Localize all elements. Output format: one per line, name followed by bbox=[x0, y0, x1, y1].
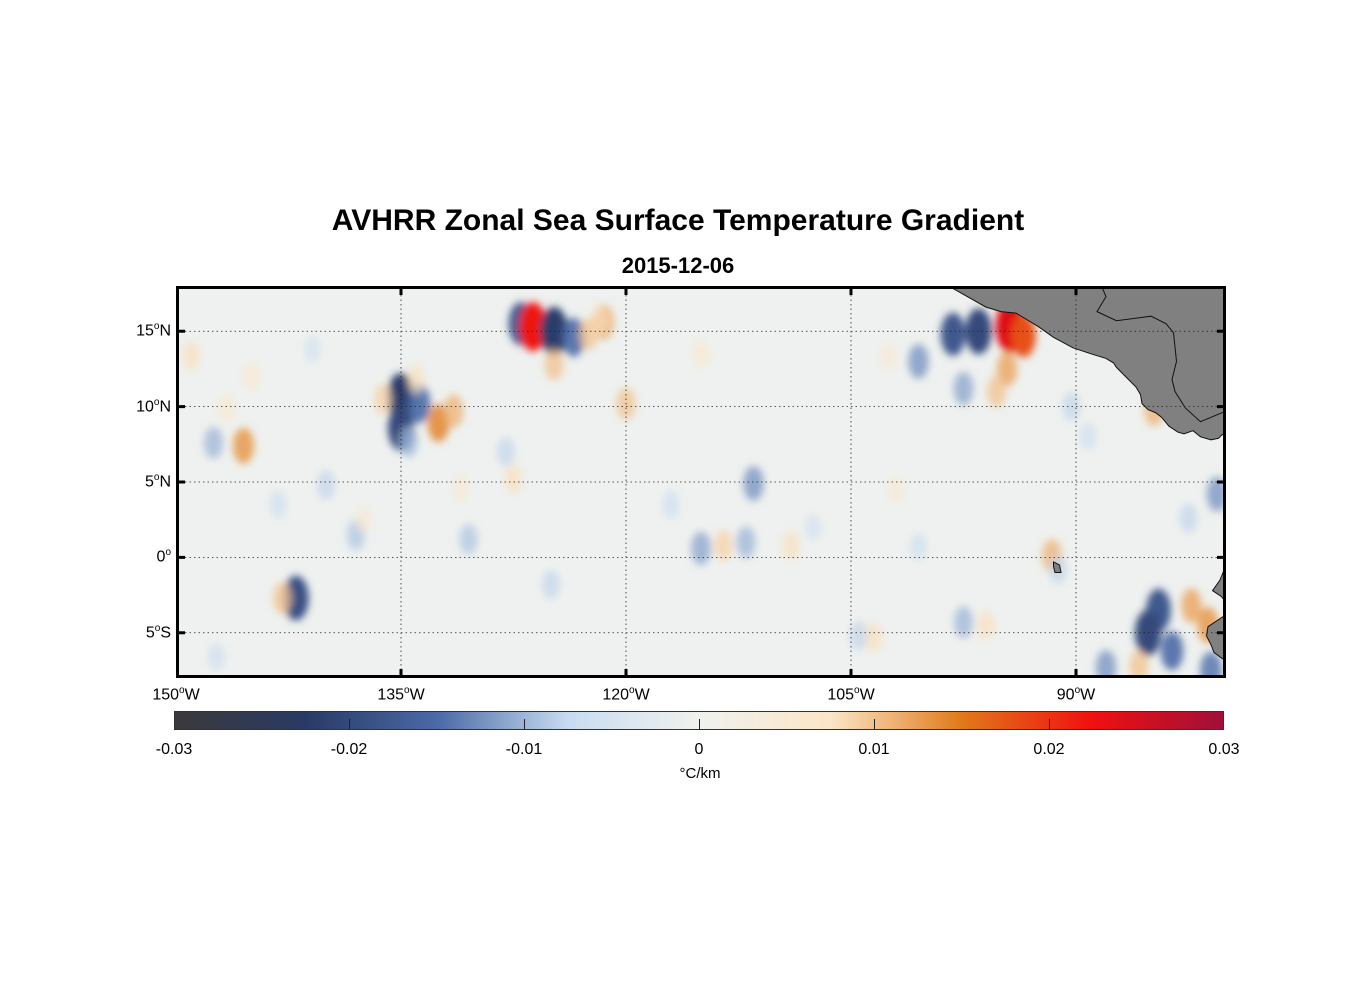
positive-gradient-patch bbox=[373, 383, 393, 415]
land-mass bbox=[947, 286, 1226, 441]
negative-gradient-patch bbox=[1206, 476, 1226, 512]
negative-gradient-patch bbox=[1160, 631, 1184, 671]
negative-gradient-patch bbox=[497, 437, 515, 467]
negative-gradient-patch bbox=[283, 575, 309, 621]
colorbar-tick-mark bbox=[874, 719, 875, 729]
negative-gradient-patch bbox=[1079, 422, 1097, 451]
positive-gradient-patch bbox=[443, 394, 464, 428]
chart-title: AVHRR Zonal Sea Surface Temperature Grad… bbox=[331, 204, 1025, 237]
positive-gradient-patch bbox=[504, 464, 523, 494]
colorbar-tick-label: 0.01 bbox=[858, 741, 890, 758]
positive-gradient-patch bbox=[987, 375, 1006, 408]
negative-gradient-patch bbox=[1179, 503, 1198, 533]
negative-gradient-patch bbox=[805, 514, 822, 541]
chart-subtitle: 2015-12-06 bbox=[621, 253, 735, 278]
colorbar-tick-label: -0.03 bbox=[155, 741, 193, 758]
negative-gradient-patch bbox=[542, 569, 560, 600]
land-mass bbox=[1211, 564, 1226, 604]
longitude-label: 150oW bbox=[152, 685, 200, 704]
negative-gradient-patch bbox=[940, 312, 966, 356]
negative-gradient-patch bbox=[204, 426, 223, 459]
gradient-field bbox=[182, 292, 1226, 678]
positive-gradient-patch bbox=[864, 622, 883, 652]
map-frame bbox=[176, 286, 1226, 678]
positive-gradient-patch bbox=[1181, 588, 1202, 624]
negative-gradient-patch bbox=[304, 336, 321, 363]
island bbox=[1053, 561, 1062, 573]
negative-gradient-patch bbox=[910, 532, 927, 561]
negative-gradient-patch bbox=[317, 470, 335, 500]
land-mass bbox=[1205, 614, 1226, 663]
positive-gradient-patch bbox=[452, 474, 470, 502]
positive-gradient-patch bbox=[782, 530, 800, 560]
latitude-label: 0o bbox=[156, 547, 171, 566]
colorbar-tick-mark bbox=[524, 719, 525, 729]
positive-gradient-patch bbox=[519, 302, 547, 352]
negative-gradient-patch bbox=[399, 425, 418, 458]
negative-gradient-patch bbox=[662, 490, 680, 519]
positive-gradient-patch bbox=[692, 339, 710, 368]
positive-gradient-patch bbox=[273, 582, 292, 615]
positive-gradient-patch bbox=[544, 348, 564, 381]
positive-gradient-patch bbox=[218, 394, 236, 423]
latitude-label: 15oN bbox=[136, 321, 171, 340]
negative-gradient-patch bbox=[1200, 651, 1222, 678]
sst-gradient-map bbox=[176, 286, 1226, 678]
negative-gradient-patch bbox=[459, 523, 478, 555]
latitude-label: 5oS bbox=[145, 622, 171, 642]
positive-gradient-patch bbox=[182, 340, 200, 370]
negative-gradient-patch bbox=[954, 606, 973, 639]
negative-gradient-patch bbox=[908, 343, 929, 379]
colorbar-unit: °C/km bbox=[679, 765, 721, 782]
colorbar-tick-label: 0.02 bbox=[1033, 741, 1065, 758]
positive-gradient-patch bbox=[714, 530, 733, 561]
positive-gradient-patch bbox=[355, 506, 372, 533]
positive-gradient-patch bbox=[407, 364, 425, 395]
colorbar-tick-label: -0.01 bbox=[505, 741, 543, 758]
negative-gradient-patch bbox=[269, 490, 287, 519]
negative-gradient-patch bbox=[736, 526, 756, 559]
positive-gradient-patch bbox=[977, 610, 995, 640]
positive-gradient-patch bbox=[591, 306, 610, 336]
colorbar-tick-mark bbox=[699, 719, 700, 729]
colorbar-tick-label: 0.03 bbox=[1208, 741, 1240, 758]
negative-gradient-patch bbox=[1095, 650, 1117, 678]
positive-gradient-patch bbox=[242, 362, 260, 391]
negative-gradient-patch bbox=[562, 317, 585, 357]
land-layer bbox=[947, 286, 1226, 663]
positive-gradient-patch bbox=[887, 476, 905, 503]
positive-gradient-patch bbox=[880, 343, 897, 371]
map-panel bbox=[176, 286, 1226, 678]
colorbar-tick-mark bbox=[349, 719, 350, 729]
colorbar-tick-mark bbox=[1049, 719, 1050, 729]
positive-gradient-patch bbox=[1129, 649, 1149, 678]
positive-gradient-patch bbox=[1011, 314, 1036, 358]
negative-gradient-patch bbox=[849, 621, 868, 651]
negative-gradient-patch bbox=[540, 306, 568, 356]
positive-gradient-patch bbox=[996, 351, 1018, 387]
negative-gradient-patch bbox=[743, 466, 764, 501]
colorbar-tick-label: -0.02 bbox=[330, 741, 368, 758]
negative-gradient-patch bbox=[953, 371, 974, 406]
longitude-label: 90oW bbox=[1056, 685, 1096, 704]
negative-gradient-patch bbox=[407, 384, 431, 424]
longitude-label: 120oW bbox=[602, 685, 650, 704]
longitude-label: 135oW bbox=[377, 685, 425, 704]
negative-gradient-patch bbox=[691, 531, 711, 566]
latitude-label: 10oN bbox=[136, 396, 171, 415]
colorbar-tick-label: 0 bbox=[694, 741, 704, 758]
negative-gradient-patch bbox=[208, 642, 225, 671]
positive-gradient-patch bbox=[232, 427, 255, 464]
longitude-label: 105oW bbox=[827, 685, 875, 704]
latitude-label: 5oN bbox=[144, 472, 171, 491]
